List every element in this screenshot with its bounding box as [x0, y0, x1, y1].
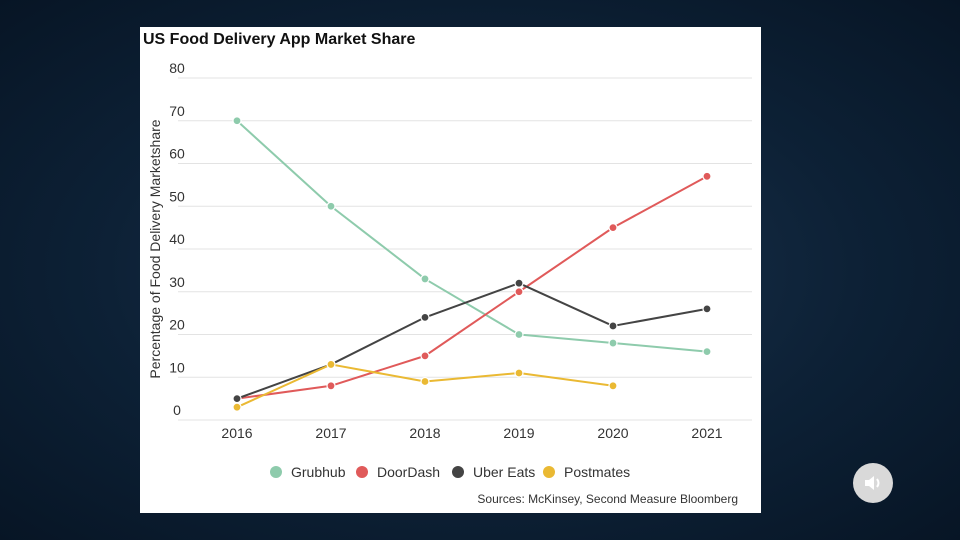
series-line [236, 175, 708, 400]
data-point [232, 394, 242, 404]
series-grubhub [232, 116, 712, 357]
legend-swatch [356, 466, 368, 478]
data-point [514, 329, 524, 340]
series-group [232, 116, 712, 412]
series-doordash [232, 171, 712, 404]
x-tick-label: 2017 [315, 425, 346, 441]
legend-item-grubhub: Grubhub [270, 464, 346, 480]
legend-item-uber-eats: Uber Eats [452, 464, 535, 480]
x-tick-label: 2019 [503, 425, 534, 441]
data-point [608, 223, 618, 233]
data-point [420, 376, 430, 387]
y-tick-label: 40 [169, 231, 185, 247]
legend: Grubhub DoorDash Uber Eats Postmates [270, 464, 630, 480]
data-point [326, 201, 336, 211]
legend-item-doordash: DoorDash [356, 464, 440, 480]
data-point [608, 321, 618, 331]
speaker-icon [865, 476, 880, 490]
x-tick-label: 2020 [597, 425, 628, 441]
data-point [232, 116, 242, 126]
data-point [420, 351, 430, 361]
data-point [420, 274, 430, 284]
series-line [236, 120, 708, 353]
legend-label: Grubhub [291, 464, 346, 480]
x-tick-label: 2016 [221, 425, 252, 441]
y-axis-ticks: 0 10 20 30 40 50 60 70 80 [169, 60, 185, 418]
legend-swatch [543, 466, 555, 478]
data-point [702, 171, 712, 181]
x-tick-label: 2021 [691, 425, 722, 441]
data-point [514, 278, 524, 288]
gridlines [178, 77, 752, 421]
data-point [514, 368, 524, 378]
data-point [326, 359, 336, 370]
chart-title: US Food Delivery App Market Share [143, 31, 415, 48]
data-point [702, 304, 712, 314]
data-point [232, 402, 242, 412]
y-axis-label: Percentage of Food Delivery Marketshare [147, 119, 163, 378]
legend-swatch [270, 466, 282, 478]
data-point [420, 312, 430, 322]
y-tick-label: 50 [169, 188, 185, 204]
y-tick-label: 70 [169, 103, 185, 119]
audio-button[interactable] [853, 463, 893, 503]
series-line [236, 282, 708, 400]
data-point [326, 381, 336, 391]
chart-card: US Food Delivery App Market Share 0 10 20 3… [140, 27, 761, 513]
data-point [702, 347, 712, 357]
y-tick-label: 30 [169, 274, 185, 290]
series-postmates [232, 359, 618, 412]
data-point [608, 338, 618, 348]
y-tick-label: 0 [173, 402, 181, 418]
y-tick-label: 10 [169, 359, 185, 375]
data-point [514, 287, 524, 297]
line-chart: US Food Delivery App Market Share 0 10 20 3… [143, 31, 752, 506]
legend-item-postmates: Postmates [543, 464, 630, 480]
x-tick-label: 2018 [409, 425, 440, 441]
legend-label: DoorDash [377, 464, 440, 480]
y-tick-label: 20 [169, 317, 185, 333]
legend-label: Postmates [564, 464, 630, 480]
y-tick-label: 60 [169, 146, 185, 162]
legend-swatch [452, 466, 464, 478]
x-axis-ticks: 2016 2017 2018 2019 2020 2021 [221, 425, 722, 441]
y-tick-label: 80 [169, 60, 185, 76]
source-note: Sources: McKinsey, Second Measure Bloomb… [477, 492, 738, 506]
data-point [608, 381, 618, 391]
legend-label: Uber Eats [473, 464, 535, 480]
series-uber-eats [232, 278, 712, 404]
